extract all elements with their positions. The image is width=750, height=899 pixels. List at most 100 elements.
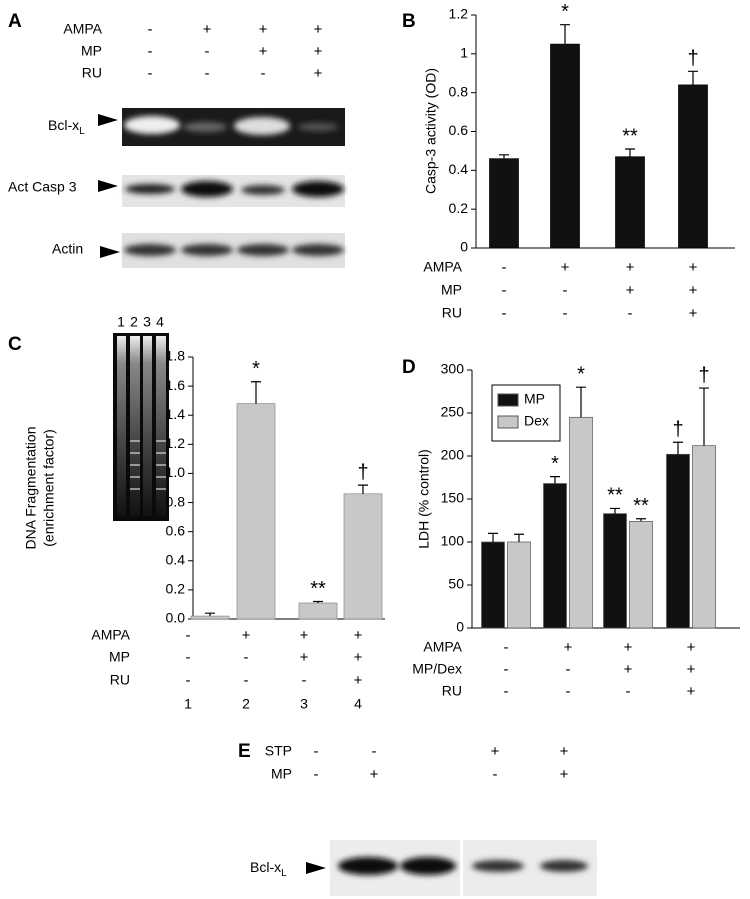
treatment-symbol: + (564, 639, 573, 656)
treatment-symbol: - (244, 649, 249, 666)
treatment-symbol: - (314, 766, 319, 783)
treatment-symbol: + (687, 661, 696, 678)
error-bar (251, 381, 261, 404)
error-bar (205, 612, 215, 617)
y-tick-label: 0.2 (166, 581, 186, 597)
bar (298, 602, 338, 620)
treatment-symbol: - (504, 639, 509, 656)
error-bar (550, 476, 560, 484)
treatment-symbol: + (203, 21, 212, 38)
bar (666, 453, 690, 629)
error-bar (699, 387, 709, 446)
panel-label: D (402, 357, 416, 378)
y-tick-label: 0.2 (449, 200, 469, 216)
blot-actin (122, 233, 345, 268)
bar (236, 403, 276, 620)
treatment-symbol: - (148, 43, 153, 60)
y-tick-label: 250 (441, 404, 465, 420)
error-bar (313, 600, 323, 603)
treatment-symbol: + (561, 259, 570, 276)
treatment-label: MP (109, 649, 130, 665)
error-bar (358, 484, 368, 494)
treatment-symbol: - (493, 766, 498, 783)
inset-lane: 3 (143, 314, 151, 330)
lane-number: 2 (242, 696, 250, 712)
bar (190, 615, 230, 620)
y-axis-label: DNA Fragmentation (23, 427, 39, 550)
treatment-symbol: + (624, 661, 633, 678)
y-tick-label: 0.6 (166, 522, 186, 538)
bar (569, 416, 593, 629)
blot-casp3 (122, 175, 345, 207)
panel-label: A (8, 11, 22, 32)
bar (543, 483, 567, 629)
blot-row-labels: Bcl-xL Act Casp 3 Actin (8, 114, 120, 258)
treatment-symbol: - (205, 43, 210, 60)
lane-number: 3 (300, 696, 308, 712)
treatment-symbol: + (626, 259, 635, 276)
bar (489, 158, 519, 249)
arrow (306, 862, 326, 874)
legend-label: Dex (524, 413, 549, 429)
y-tick-label: 0.8 (449, 83, 469, 99)
error-bar (688, 70, 698, 85)
treatment-symbol: - (314, 743, 319, 760)
inset-lane: 4 (156, 314, 164, 330)
treatment-symbol: + (560, 743, 569, 760)
annotation: † (687, 48, 698, 70)
blot-e (330, 840, 597, 896)
error-bar (636, 518, 646, 522)
treatment-symbol: - (261, 65, 266, 82)
panel-label: E (238, 741, 251, 762)
treatment-symbol: + (300, 627, 309, 644)
y-tick-label: 1.4 (166, 406, 186, 422)
y-tick-label: 1.2 (166, 435, 186, 451)
legend-label: MP (524, 391, 545, 407)
treatment-label: RU (442, 305, 462, 321)
error-bar (560, 24, 570, 45)
treatment-symbol: + (689, 259, 698, 276)
bar (615, 156, 645, 249)
treatment-symbol: + (354, 627, 363, 644)
y-axis-label: Casp-3 activity (OD) (423, 68, 439, 194)
y-tick-label: 1.8 (166, 348, 186, 364)
annotation: * (551, 453, 559, 475)
annotation: * (561, 1, 569, 23)
treatment-symbol: + (689, 282, 698, 299)
treatment-symbol: + (687, 639, 696, 656)
y-tick-label: 200 (441, 447, 465, 463)
treatment-label: MP (441, 282, 462, 298)
treatment-label: RU (442, 683, 462, 699)
treatment-symbol: - (502, 305, 507, 322)
treatment-symbol: - (504, 683, 509, 700)
treatment-symbol: - (148, 21, 153, 38)
y-tick-label: 0 (456, 619, 464, 635)
blot-label: Act Casp 3 (8, 179, 77, 195)
treatment-symbol: - (504, 661, 509, 678)
treatment-symbol: + (491, 743, 500, 760)
y-tick-label: 1.2 (449, 6, 469, 22)
treatment-symbol: + (314, 65, 323, 82)
annotation: * (252, 358, 260, 380)
y-tick-label: 0.8 (166, 493, 186, 509)
treatment-label: STP (265, 743, 292, 759)
blot-label: Bcl-xL (250, 859, 287, 879)
annotation: † (672, 419, 683, 441)
bar (603, 513, 627, 629)
treatment-symbol: + (624, 639, 633, 656)
treatment-symbol: - (566, 683, 571, 700)
error-bar (625, 148, 635, 157)
y-tick-label: 0.6 (449, 122, 469, 138)
error-bar (610, 507, 620, 514)
annotation: * (577, 363, 585, 385)
treatment-symbol: + (259, 43, 268, 60)
y-tick-label: 0 (460, 239, 468, 255)
treatment-label: MP (271, 766, 292, 782)
error-bar (488, 532, 498, 542)
legend-swatch (497, 415, 519, 429)
treatment-symbol: + (242, 627, 251, 644)
treatment-symbol: + (560, 766, 569, 783)
treatment-symbol: - (563, 282, 568, 299)
treatment-symbol: - (628, 305, 633, 322)
treatment-label: AMPA (63, 21, 102, 37)
